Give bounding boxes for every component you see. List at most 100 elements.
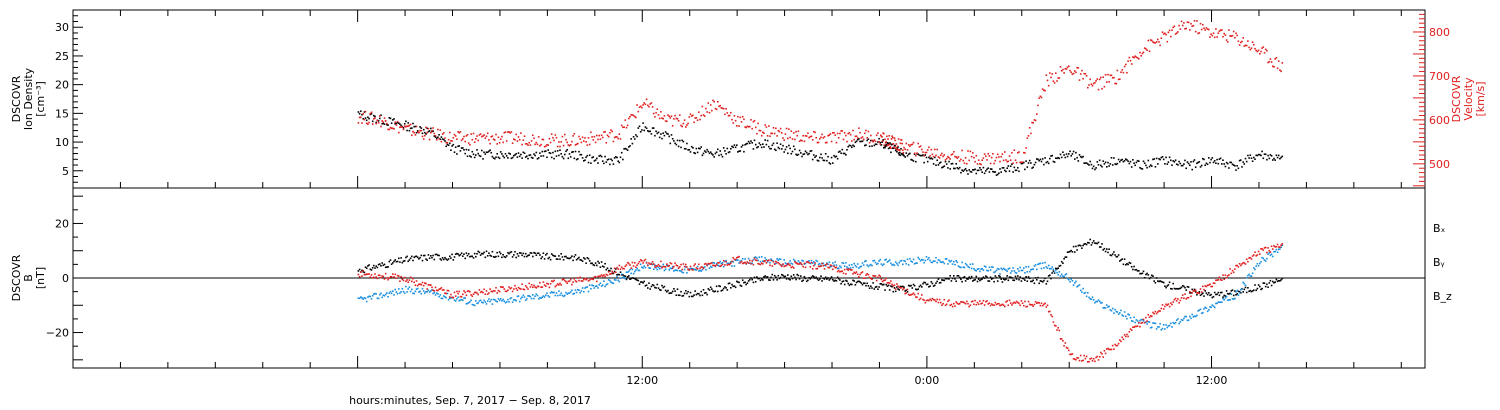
top-data-point	[1066, 155, 1069, 158]
top-data-point	[766, 139, 769, 142]
bottom-data-point	[381, 296, 383, 299]
top-data-point	[537, 157, 540, 159]
top-data-point	[450, 140, 452, 142]
bottom-data-point	[756, 257, 758, 259]
top-data-point	[1077, 160, 1080, 162]
top-data-point	[785, 146, 788, 148]
bottom-data-point	[839, 265, 841, 267]
top-data-point	[505, 155, 508, 157]
bottom-data-point	[683, 292, 686, 295]
top-data-point	[675, 117, 678, 120]
top-data-point	[862, 138, 865, 141]
bottom-data-point	[855, 266, 858, 268]
bottom-data-point	[956, 302, 959, 305]
top-data-point	[1202, 157, 1204, 160]
top-data-point	[367, 123, 369, 125]
bottom-data-point	[495, 287, 497, 289]
bottom-data-point	[791, 277, 794, 280]
bottom-data-point	[877, 288, 879, 290]
bottom-data-point	[1180, 318, 1183, 321]
bottom-data-point	[722, 259, 725, 262]
bottom-data-point	[968, 276, 970, 278]
top-data-point	[871, 145, 873, 147]
bottom-data-point	[1219, 291, 1222, 294]
top-data-point	[1235, 32, 1237, 35]
bottom-data-point	[437, 293, 439, 295]
top-data-point	[607, 158, 610, 160]
top-data-point	[454, 146, 457, 148]
bottom-data-point	[870, 285, 872, 287]
bottom-data-point	[1008, 267, 1011, 270]
top-data-point	[967, 173, 969, 175]
bottom-data-point	[533, 251, 535, 254]
top-data-point	[827, 155, 829, 158]
top-data-point	[400, 126, 402, 128]
top-data-point	[1177, 31, 1179, 33]
bottom-data-point	[926, 258, 929, 261]
bottom-data-point	[937, 259, 940, 261]
bottom-data-point	[1122, 315, 1125, 317]
bottom-data-point	[868, 264, 871, 267]
bottom-data-point	[1041, 304, 1044, 307]
top-data-point	[534, 143, 536, 146]
top-data-point	[458, 131, 460, 134]
top-data-point	[369, 112, 372, 115]
bottom-data-point	[510, 251, 513, 253]
bottom-data-point	[868, 287, 871, 289]
bottom-data-point	[569, 256, 572, 259]
top-data-point	[1002, 159, 1005, 162]
top-data-point	[874, 140, 877, 143]
bottom-data-point	[990, 303, 993, 305]
top-data-point	[1251, 41, 1254, 43]
bottom-data-point	[674, 262, 676, 264]
bottom-data-point	[613, 267, 616, 270]
bottom-data-point	[1075, 358, 1077, 361]
bottom-data-point	[1135, 319, 1138, 321]
bottom-data-point	[707, 262, 710, 265]
top-data-point	[1101, 165, 1103, 168]
bottom-data-point	[637, 269, 640, 272]
bottom-data-point	[1038, 262, 1040, 265]
bottom-data-point	[778, 277, 781, 280]
top-data-point	[1082, 155, 1084, 158]
top-data-point	[1178, 160, 1180, 163]
bottom-data-point	[842, 280, 845, 282]
top-data-point	[514, 139, 516, 141]
bottom-data-point	[1057, 273, 1059, 276]
top-data-point	[1142, 160, 1145, 163]
top-data-point	[486, 132, 489, 135]
bottom-data-point	[682, 263, 685, 265]
top-data-point	[841, 130, 844, 132]
top-data-point	[524, 156, 527, 158]
top-data-point	[482, 135, 484, 137]
bottom-data-point	[612, 272, 615, 274]
bottom-data-point	[681, 271, 683, 274]
top-data-point	[947, 155, 949, 158]
top-data-point	[521, 143, 523, 146]
bottom-data-point	[708, 267, 711, 270]
bottom-data-point	[1222, 297, 1224, 300]
bottom-data-point	[679, 270, 681, 272]
bottom-data-point	[747, 262, 750, 264]
top-data-point	[707, 102, 710, 104]
bottom-data-point	[1083, 354, 1085, 357]
bottom-data-point	[449, 297, 451, 300]
bottom-data-point	[1232, 294, 1235, 297]
bottom-data-point	[661, 267, 663, 269]
bottom-data-point	[556, 294, 559, 297]
bottom-data-point	[567, 257, 570, 260]
top-data-point	[603, 131, 605, 133]
bottom-data-point	[788, 262, 790, 265]
bottom-data-point	[674, 290, 676, 292]
bottom-data-point	[981, 302, 983, 305]
bottom-data-point	[1243, 262, 1246, 264]
bottom-data-point	[836, 276, 839, 279]
top-data-point	[360, 110, 362, 112]
top-data-point	[445, 145, 447, 148]
top-data-point	[565, 150, 567, 153]
bottom-data-point	[962, 301, 965, 303]
bottom-data-point	[789, 264, 791, 267]
top-left-tick-label: 20	[55, 79, 69, 92]
bottom-data-point	[915, 262, 917, 264]
top-data-point	[1095, 167, 1097, 169]
